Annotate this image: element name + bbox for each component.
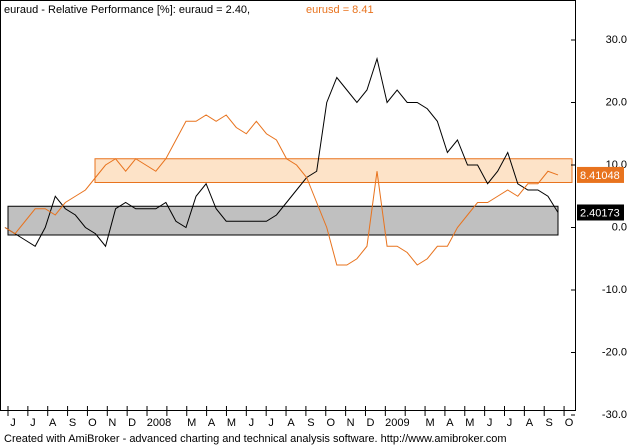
last-value-label: 8.41048 xyxy=(580,170,620,182)
highlight-band xyxy=(7,205,559,236)
x-tick-label: O xyxy=(565,417,574,429)
series-line xyxy=(4,114,559,266)
x-tick-label: M xyxy=(425,417,434,429)
x-tick-label: J xyxy=(268,417,274,429)
series-line xyxy=(4,56,559,248)
x-tick-label: S xyxy=(307,417,314,429)
chart-title: euraud - Relative Performance [%]: eurau… xyxy=(4,4,250,16)
x-tick-label: A xyxy=(49,417,57,429)
last-value-box xyxy=(577,204,624,221)
x-tick-label: A xyxy=(287,417,295,429)
x-tick-label: A xyxy=(208,417,216,429)
y-tick-label: -10.0 xyxy=(602,284,627,296)
x-tick-label: O xyxy=(326,417,335,429)
y-tick-label: 0.0 xyxy=(612,221,627,233)
highlight-band xyxy=(94,158,573,183)
y-tick-label: -30.0 xyxy=(602,409,627,421)
chart-title-2: eurusd = 8.41 xyxy=(306,4,374,16)
x-tick-label: S xyxy=(546,417,553,429)
x-tick-label: J xyxy=(507,417,513,429)
x-tick-label: D xyxy=(367,417,375,429)
y-tick-label: 20.0 xyxy=(606,96,627,108)
y-tick-label: 30.0 xyxy=(606,34,627,46)
x-tick-label: A xyxy=(526,417,534,429)
x-tick-label: O xyxy=(88,417,97,429)
x-tick-label: M xyxy=(187,417,196,429)
x-tick-label: J xyxy=(487,417,493,429)
footer: Created with AmiBroker - advanced charti… xyxy=(4,433,507,445)
x-tick-label: M xyxy=(227,417,236,429)
x-tick-label: 2009 xyxy=(385,417,409,429)
last-value-label: 2.40173 xyxy=(580,207,620,219)
x-tick-label: N xyxy=(347,417,355,429)
x-tick-label: D xyxy=(128,417,136,429)
plot-frame xyxy=(0,0,576,411)
x-tick-label: N xyxy=(108,417,116,429)
x-tick-label: J xyxy=(30,417,36,429)
y-tick-label: -20.0 xyxy=(602,346,627,358)
x-tick-label: M xyxy=(465,417,474,429)
x-tick-label: J xyxy=(249,417,255,429)
last-value-box xyxy=(577,166,624,183)
x-tick-label: S xyxy=(69,417,76,429)
x-tick-label: A xyxy=(446,417,454,429)
x-tick-label: J xyxy=(10,417,16,429)
x-tick-label: 2008 xyxy=(147,417,171,429)
